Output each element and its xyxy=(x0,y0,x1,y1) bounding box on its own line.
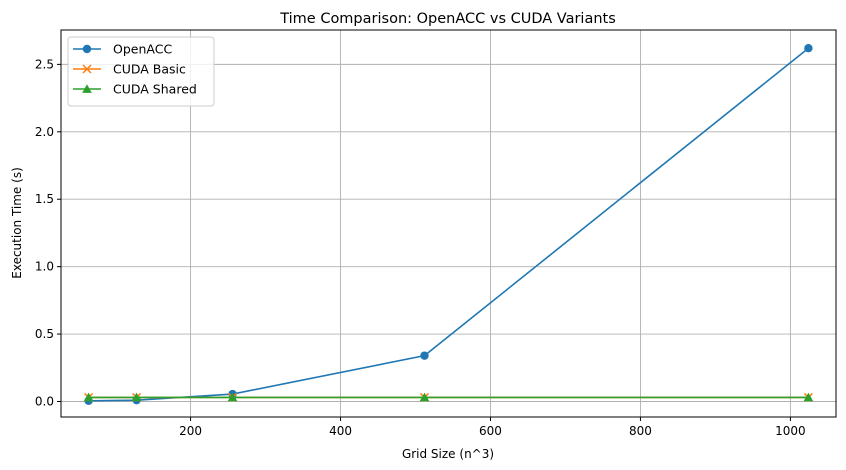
data-point-circle xyxy=(804,44,813,53)
legend-label: CUDA Shared xyxy=(113,82,197,97)
series-layer xyxy=(83,44,814,406)
y-axis-label: Execution Time (s) xyxy=(10,167,24,279)
data-point-triangle xyxy=(803,392,814,402)
data-point-triangle xyxy=(131,392,142,402)
legend-box xyxy=(67,36,215,107)
legend-entry: CUDA Shared xyxy=(73,82,197,97)
y-tick-label: 0.5 xyxy=(35,327,54,341)
chart-title: Time Comparison: OpenACC vs CUDA Variant… xyxy=(279,11,616,27)
data-point-triangle xyxy=(419,392,430,402)
data-point-circle xyxy=(420,351,429,360)
legend-entry: CUDA Basic xyxy=(73,62,186,77)
data-point-x xyxy=(82,64,92,74)
x-axis-label: Grid Size (n^3) xyxy=(402,447,494,461)
data-point-circle xyxy=(82,44,92,54)
data-point-triangle xyxy=(82,84,92,93)
x-tick-label: 1000 xyxy=(775,424,806,438)
y-tick-label: 2.5 xyxy=(35,57,54,71)
series-cuda-shared xyxy=(83,392,814,402)
data-point-triangle xyxy=(83,392,94,402)
data-point-x-stroke xyxy=(82,64,92,74)
x-tick-label: 400 xyxy=(329,424,352,438)
legend-entry: OpenACC xyxy=(73,42,172,57)
x-tick-label: 200 xyxy=(179,424,202,438)
x-tick-label: 800 xyxy=(629,424,652,438)
legend-label: CUDA Basic xyxy=(113,62,186,77)
x-tick-label: 600 xyxy=(479,424,502,438)
legend: OpenACC CUDA Basic CUDA Shared xyxy=(67,36,215,107)
data-point-triangle xyxy=(227,392,238,402)
plot-frame xyxy=(60,29,837,418)
y-tick-label: 1.5 xyxy=(35,192,54,206)
y-tick-label: 2.0 xyxy=(35,125,54,139)
y-tick-label: 0.0 xyxy=(35,394,54,408)
axis-ticks: 200 400 600 800 1000 0.0 0.5 1.0 1.5 2.0 2.5 xyxy=(35,57,806,438)
legend-label: OpenACC xyxy=(113,42,172,57)
y-tick-label: 1.0 xyxy=(35,260,54,274)
